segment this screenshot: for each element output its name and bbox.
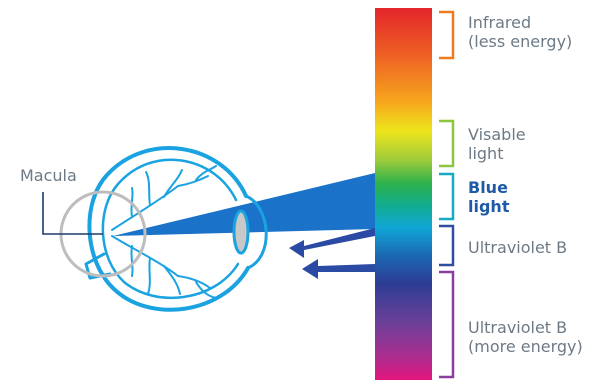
macula-label: Macula	[20, 166, 77, 185]
visible-light-label: Visable light	[468, 125, 526, 163]
visible-light-label-line1: Visable	[468, 125, 526, 144]
uvb-upper-label-line1: Ultraviolet B	[468, 238, 568, 257]
macula-pointer-line	[42, 192, 103, 235]
uvb-lower-label: Ultraviolet B (more energy)	[468, 318, 583, 356]
eye-illustration	[84, 146, 268, 312]
eyeball-outline	[87, 146, 250, 312]
blue-light-label: Blue light	[468, 178, 509, 216]
infrared-label-line2: (less energy)	[468, 32, 573, 51]
blue-light-label-line1: Blue	[468, 178, 508, 197]
uv-arrow-upper	[289, 228, 375, 258]
uvb-lower-label-line2: (more energy)	[468, 337, 583, 356]
uv-arrow-lower	[302, 259, 375, 279]
blue-light-label-line2: light	[468, 197, 510, 216]
bracket-blue	[439, 172, 455, 221]
infrared-label-line1: Infrared	[468, 13, 532, 32]
spectrum-bar	[375, 8, 432, 380]
bracket-uvb-lower	[439, 270, 455, 379]
lens	[232, 209, 250, 255]
infrared-label: Infrared (less energy)	[468, 13, 572, 51]
cornea	[244, 194, 268, 270]
blue-light-beam	[113, 173, 375, 236]
spectrum-brackets	[439, 10, 455, 379]
bracket-infrared	[439, 10, 455, 60]
uvb-lower-label-line1: Ultraviolet B	[468, 318, 568, 337]
visible-light-label-line2: light	[468, 144, 504, 163]
retina-blood-vessels	[111, 165, 217, 299]
eyeball-inner-wall	[101, 158, 240, 300]
bracket-visible	[439, 119, 455, 168]
uvb-upper-label: Ultraviolet B	[468, 238, 567, 257]
bracket-uvb-upper	[439, 224, 455, 267]
uv-arrows	[289, 228, 375, 279]
